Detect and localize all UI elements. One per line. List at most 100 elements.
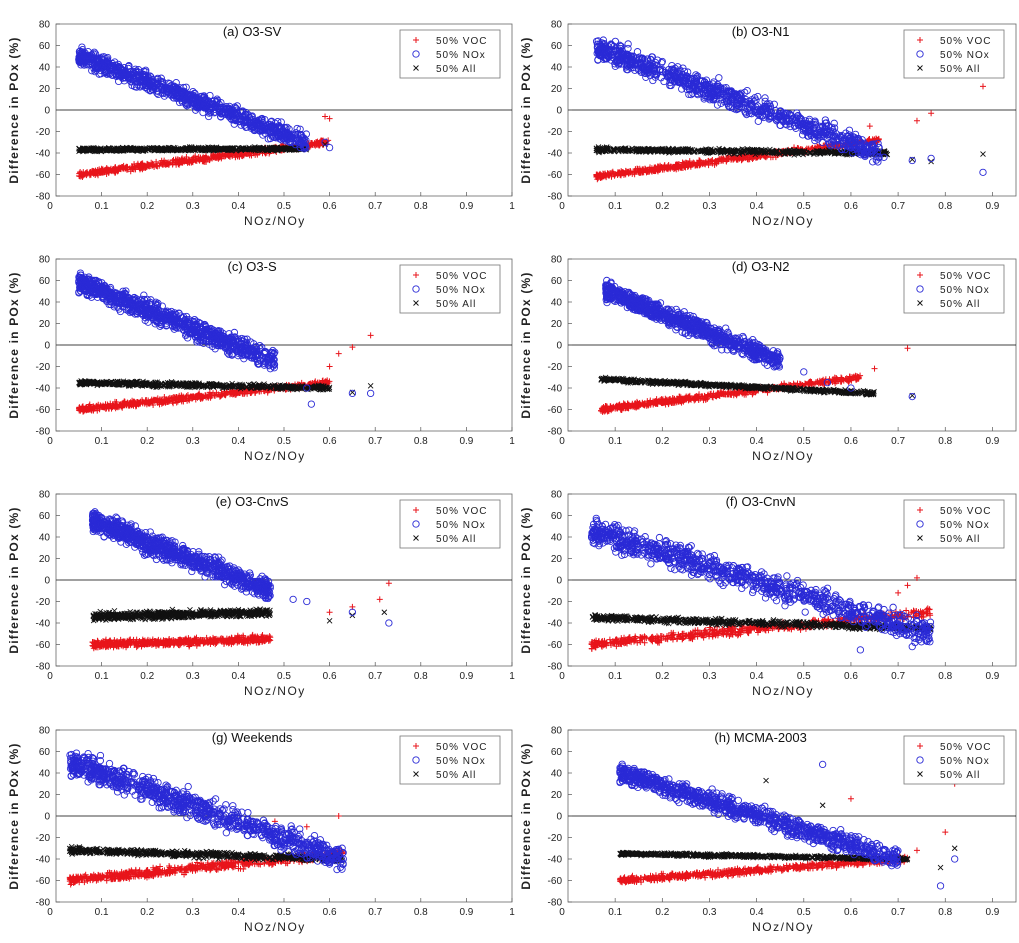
nox-point (183, 100, 192, 108)
all-point (140, 148, 146, 155)
nox-point (215, 107, 223, 116)
all-point (129, 145, 135, 152)
voc-point (413, 37, 419, 43)
voc-point (738, 157, 745, 164)
nox-point (272, 134, 280, 142)
x-tick-label: 0.2 (140, 201, 154, 212)
x-tick-label: 0.5 (797, 201, 811, 212)
all-point (213, 144, 219, 151)
nox-point (280, 127, 288, 136)
y-tick-label: 0 (44, 341, 50, 352)
x-tick-label: 0.7 (368, 436, 382, 447)
voc-point (322, 113, 329, 120)
voc-point (682, 159, 689, 166)
all-point (806, 150, 812, 156)
nox-point (217, 103, 226, 111)
all-point (182, 147, 189, 154)
voc-point (611, 172, 618, 179)
voc-point (157, 160, 164, 167)
voc-point (179, 159, 186, 166)
panel-title: (b) O3-N1 (732, 24, 790, 39)
nox-point (279, 134, 287, 143)
all-point (807, 149, 814, 156)
voc-point (175, 161, 182, 168)
nox-point (136, 71, 144, 80)
voc-point (98, 167, 105, 174)
voc-point (671, 165, 678, 172)
voc-point (979, 83, 986, 90)
nox-point (176, 98, 184, 107)
nox-point (170, 94, 178, 102)
all-point (228, 146, 235, 152)
all-point (135, 147, 141, 153)
voc-point (661, 163, 668, 170)
all-point (822, 150, 828, 156)
voc-point (183, 153, 190, 160)
nox-point (247, 124, 255, 132)
x-tick-label: 0.8 (414, 436, 428, 447)
all-point (94, 146, 100, 152)
voc-point (686, 158, 693, 165)
y-axis-label: Difference in POx (%) (7, 36, 21, 183)
x-tick-label: 0.2 (140, 436, 154, 447)
y-tick-label: -60 (548, 170, 563, 181)
nox-point (211, 108, 219, 116)
x-tick-label: 0.9 (985, 201, 999, 212)
y-tick-label: 80 (39, 255, 51, 266)
nox-point (217, 98, 225, 107)
voc-point (626, 169, 633, 176)
nox-point (210, 97, 218, 105)
legend-label-all: 50% All (436, 64, 476, 75)
voc-point (246, 152, 253, 159)
voc-point (143, 163, 150, 170)
x-origin-label: 0 (559, 201, 565, 212)
all-point (635, 146, 642, 153)
nox-point (256, 126, 264, 135)
voc-point (92, 169, 99, 176)
nox-point (112, 64, 120, 72)
nox-point (161, 86, 169, 94)
x-tick-label: 0.3 (186, 436, 200, 447)
x-tick-label: 1 (509, 436, 515, 447)
x-tick-label: 0.8 (414, 201, 428, 212)
nox-point (189, 87, 197, 96)
all-point (108, 147, 114, 154)
all-point (773, 148, 780, 154)
nox-point (293, 124, 301, 133)
nox-point (927, 154, 935, 163)
x-tick-label: 0.7 (368, 201, 382, 212)
voc-point (913, 117, 920, 124)
y-tick-label: 40 (39, 63, 51, 74)
nox-point (147, 77, 155, 86)
all-point (202, 147, 209, 154)
nox-point (120, 74, 129, 82)
all-point (283, 145, 290, 151)
y-tick-label: 40 (551, 63, 563, 74)
nox-point (233, 115, 242, 124)
voc-point (326, 115, 333, 122)
y-tick-label: 0 (556, 106, 562, 117)
all-point (273, 145, 279, 151)
voc-point (199, 155, 206, 162)
nox-point (277, 118, 285, 126)
nox-point (124, 64, 133, 73)
voc-point (115, 165, 122, 172)
all-point (171, 146, 177, 153)
y-tick-label: 60 (551, 41, 563, 52)
all-point (799, 148, 806, 155)
nox-point (175, 94, 184, 102)
voc-point (215, 155, 222, 162)
voc-point (89, 167, 96, 174)
nox-point (228, 111, 236, 119)
all-point (980, 151, 986, 157)
all-point (665, 146, 671, 153)
all-point (79, 146, 86, 153)
x-tick-label: 0.8 (938, 201, 952, 212)
all-point (84, 146, 91, 152)
all-point (274, 147, 281, 154)
nox-point (116, 70, 124, 78)
nox-point (152, 81, 161, 89)
nox-point (206, 91, 214, 100)
